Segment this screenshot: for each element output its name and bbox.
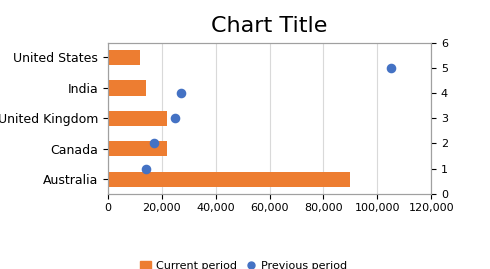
Bar	[108, 50, 140, 65]
Legend: Current period, Previous period: Current period, Previous period	[136, 257, 352, 269]
Point	[172, 116, 179, 121]
Point	[387, 66, 395, 70]
Point	[142, 167, 149, 171]
Point	[176, 91, 184, 95]
Bar	[108, 172, 350, 187]
Bar	[108, 141, 167, 156]
Bar	[108, 111, 167, 126]
Point	[150, 141, 158, 146]
Bar	[108, 80, 146, 95]
Title: Chart Title: Chart Title	[211, 16, 328, 36]
